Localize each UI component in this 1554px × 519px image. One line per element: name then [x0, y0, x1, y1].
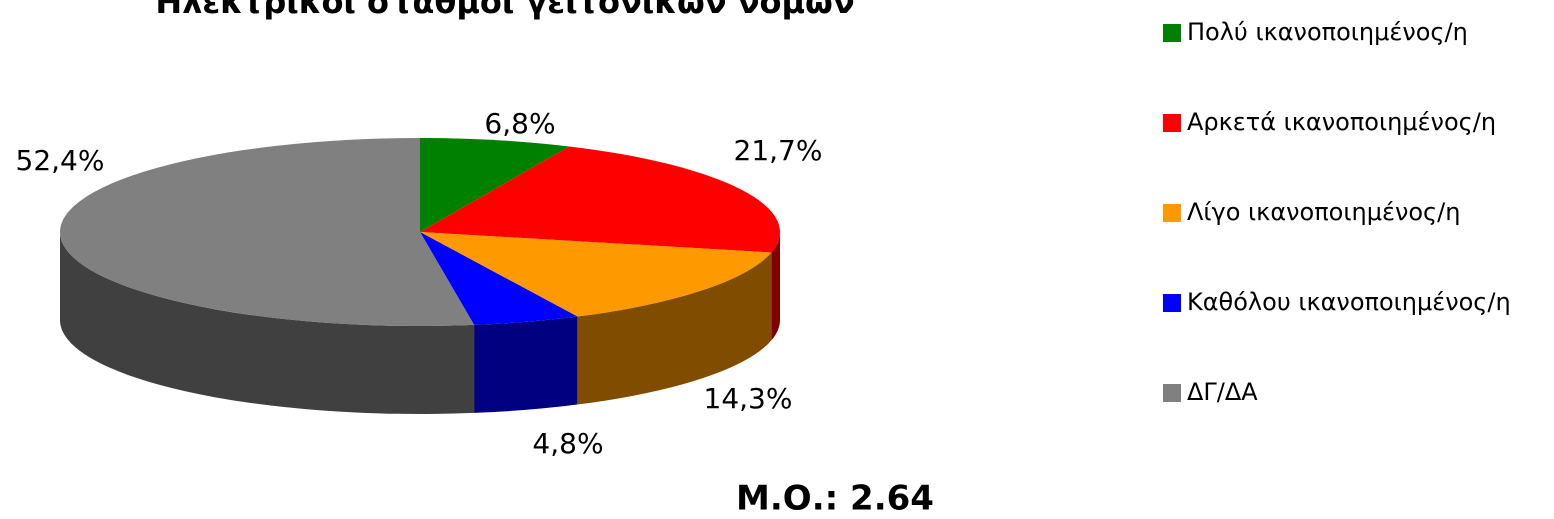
slice	[59, 138, 475, 327]
legend-swatch	[1163, 114, 1181, 132]
slice-side	[577, 252, 772, 405]
legend-label: Πολύ ικανοποιημένος/η	[1187, 18, 1468, 46]
annotation: Μ.Ο.: 2.64	[736, 479, 934, 519]
legend-label: ΔΓ/ΔΑ	[1187, 378, 1258, 406]
legend-label: Αρκετά ικανοποιημένος/η	[1187, 108, 1496, 136]
data-label: 14,3%	[704, 382, 793, 415]
legend-swatch	[1163, 204, 1181, 222]
slice	[420, 138, 570, 232]
chart-title: Ηλεκτρικοί σταθμοί γειτονικών νομών	[155, 0, 854, 21]
data-label: 4,8%	[532, 427, 603, 460]
data-label: 6,8%	[484, 107, 555, 140]
legend-swatch	[1163, 384, 1181, 402]
legend-swatch	[1163, 294, 1181, 312]
slice	[420, 232, 772, 317]
slice	[420, 146, 780, 253]
data-label: 21,7%	[734, 134, 823, 167]
legend-label: Καθόλου ικανοποιημένος/η	[1187, 288, 1511, 316]
slice-side	[60, 232, 475, 414]
legend-label: Λίγο ικανοποιημένος/η	[1187, 198, 1460, 226]
legend-swatch	[1163, 24, 1181, 42]
slice	[420, 232, 578, 325]
slice-side	[474, 316, 578, 413]
data-label: 52,4%	[16, 144, 105, 177]
slice-side	[771, 232, 780, 341]
